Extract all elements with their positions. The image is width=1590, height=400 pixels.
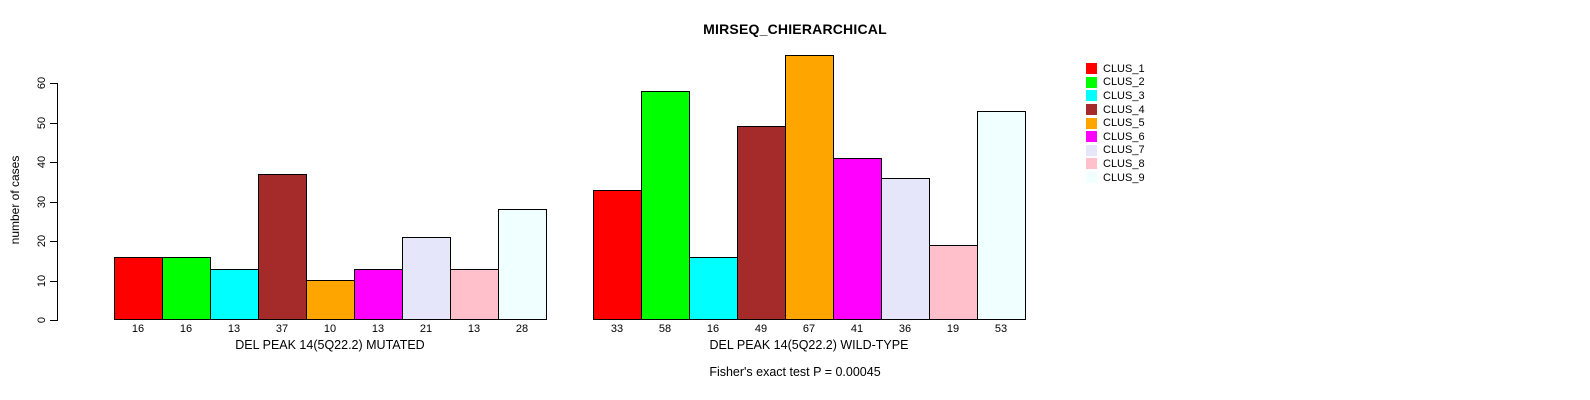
bar-value-label: 16 (706, 323, 720, 335)
bar-value-label: 37 (275, 323, 289, 335)
legend-item-clus_8: CLUS_8 (1086, 157, 1145, 171)
legend-label: CLUS_1 (1103, 62, 1145, 75)
bar-value-label: 49 (754, 323, 768, 335)
y-tick (50, 241, 57, 242)
bar-value-label: 53 (994, 323, 1008, 335)
legend-item-clus_7: CLUS_7 (1086, 144, 1145, 158)
legend: CLUS_1 CLUS_2 CLUS_3 CLUS_4 CLUS_5 CLUS_6 CLUS… (1086, 62, 1145, 184)
legend-label: CLUS_8 (1103, 157, 1145, 170)
legend-item-clus_9: CLUS_9 (1086, 171, 1145, 185)
y-tick-label: 10 (36, 274, 48, 288)
y-tick-label: 0 (36, 316, 48, 324)
bar-value-label: 13 (467, 323, 481, 335)
y-tick (50, 320, 57, 321)
bar-value-label: 13 (227, 323, 241, 335)
y-tick-label: 40 (36, 155, 48, 169)
y-tick (50, 83, 57, 84)
legend-swatch (1086, 76, 1097, 88)
legend-item-clus_5: CLUS_5 (1086, 116, 1145, 130)
bar-clus_7 (881, 178, 930, 320)
legend-swatch (1086, 158, 1097, 170)
y-tick-label: 60 (36, 76, 48, 90)
y-tick (50, 281, 57, 282)
legend-item-clus_3: CLUS_3 (1086, 89, 1145, 103)
bar-value-label: 21 (419, 323, 433, 335)
bar-value-label: 58 (658, 323, 672, 335)
legend-item-clus_6: CLUS_6 (1086, 130, 1145, 144)
bar-clus_9 (977, 111, 1026, 320)
bar-clus_3 (689, 257, 738, 320)
bar-value-label: 41 (850, 323, 864, 335)
legend-label: CLUS_6 (1103, 130, 1145, 143)
legend-label: CLUS_4 (1103, 103, 1145, 116)
legend-swatch (1086, 172, 1097, 184)
bar-clus_6 (833, 158, 882, 320)
bar-value-label: 13 (371, 323, 385, 335)
bar-clus_8 (450, 269, 499, 320)
y-tick-label: 20 (36, 234, 48, 248)
legend-item-clus_2: CLUS_2 (1086, 76, 1145, 90)
bar-clus_5 (306, 280, 355, 320)
bar-clus_2 (162, 257, 211, 320)
y-tick (50, 202, 57, 203)
bar-clus_2 (641, 91, 690, 320)
bar-clus_8 (929, 245, 978, 320)
bar-clus_9 (498, 209, 547, 320)
legend-item-clus_4: CLUS_4 (1086, 103, 1145, 117)
bar-value-label: 67 (802, 323, 816, 335)
bar-clus_4 (737, 126, 786, 320)
bar-clus_1 (593, 190, 642, 320)
bar-value-label: 33 (610, 323, 624, 335)
bar-clus_6 (354, 269, 403, 320)
bar-value-label: 19 (946, 323, 960, 335)
y-tick-label: 50 (36, 116, 48, 130)
bar-clus_5 (785, 55, 834, 320)
legend-label: CLUS_3 (1103, 89, 1145, 102)
legend-label: CLUS_7 (1103, 144, 1145, 157)
x-axis-group-label: DEL PEAK 14(5Q22.2) WILD-TYPE (709, 338, 909, 352)
bar-value-label: 16 (179, 323, 193, 335)
legend-item-clus_1: CLUS_1 (1086, 62, 1145, 76)
legend-swatch (1086, 131, 1097, 143)
legend-swatch (1086, 104, 1097, 116)
y-axis-line (57, 83, 58, 321)
legend-swatch (1086, 144, 1097, 156)
legend-swatch (1086, 63, 1097, 75)
legend-label: CLUS_9 (1103, 171, 1145, 184)
fisher-note: Fisher's exact test P = 0.00045 (709, 365, 881, 379)
y-tick (50, 162, 57, 163)
legend-swatch (1086, 117, 1097, 129)
x-axis-group-label: DEL PEAK 14(5Q22.2) MUTATED (235, 338, 425, 352)
bar-clus_7 (402, 237, 451, 320)
y-tick-label: 30 (36, 195, 48, 209)
bar-clus_1 (114, 257, 163, 320)
legend-swatch (1086, 90, 1097, 102)
y-tick (50, 123, 57, 124)
bar-value-label: 16 (131, 323, 145, 335)
bar-clus_3 (210, 269, 259, 320)
legend-label: CLUS_5 (1103, 117, 1145, 130)
bar-value-label: 36 (898, 323, 912, 335)
bar-value-label: 28 (515, 323, 529, 335)
bar-value-label: 10 (323, 323, 337, 335)
chart-title: MIRSEQ_CHIERARCHICAL (703, 21, 887, 37)
bar-clus_4 (258, 174, 307, 320)
legend-label: CLUS_2 (1103, 76, 1145, 89)
